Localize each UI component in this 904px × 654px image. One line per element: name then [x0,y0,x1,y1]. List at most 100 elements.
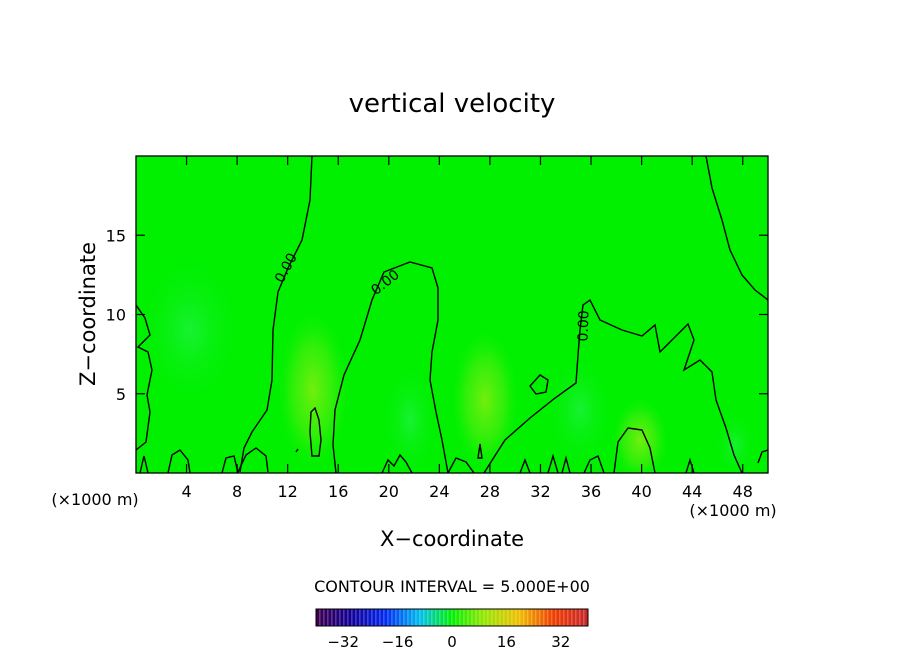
color-bar-swatch [507,608,513,627]
contour-line [519,458,531,473]
color-bar-swatch [519,608,525,627]
shading-patch [610,395,670,473]
color-bar-swatch [371,608,377,627]
color-bar-swatch [379,608,385,627]
shading-patch [380,360,440,473]
contour-line [136,304,153,451]
color-bar-ticks: −32 −16 0 16 32 [327,633,570,651]
color-bar-swatch [555,608,561,627]
contour-line [295,448,299,453]
color-bar-swatch [439,608,445,627]
color-bar-swatch [475,608,481,627]
color-bar-swatch [395,608,401,627]
chart-title: vertical velocity [349,89,556,119]
x-axis-unit-left: (×1000 m) [51,490,138,509]
color-bar-swatch [347,608,353,627]
color-bar-swatch [411,608,417,627]
contour-line [167,449,191,473]
color-bar-swatch [383,608,389,627]
color-bar-swatch [539,608,545,627]
color-bar-swatch [583,608,589,627]
color-bar-swatch [391,608,397,627]
color-bar-swatch [467,608,473,627]
x-tick-label: 36 [581,482,601,501]
color-bar-swatch [567,608,573,627]
color-bar-swatch [559,608,565,627]
color-bar-tick-label: 0 [447,633,457,651]
color-bar-swatch [343,608,349,627]
color-bar-swatch [459,608,465,627]
x-tick-label: 12 [278,482,298,501]
color-bar-swatch [535,608,541,627]
color-bar-swatch [563,608,569,627]
shading-patch [449,325,521,473]
color-bar-swatch [339,608,345,627]
contour-line [547,453,559,473]
contour-line [447,457,475,473]
color-bar-swatch [499,608,505,627]
contour-line [529,374,549,395]
x-tick-label: 20 [379,482,399,501]
color-bar-swatch [495,608,501,627]
color-bar-swatch [331,608,337,627]
color-bar-swatch [419,608,425,627]
shading-patch [275,305,351,473]
color-bar-swatch [447,608,453,627]
color-bar-swatch [427,608,433,627]
contour-line [221,455,239,473]
color-bar-swatch [547,608,553,627]
shading-patch [545,350,615,470]
color-bar-swatch [579,608,585,627]
color-bar-swatch [359,608,365,627]
color-bar-swatch [367,608,373,627]
color-bar-swatch [575,608,581,627]
color-bar-swatch [463,608,469,627]
x-tick-label: 48 [733,482,753,501]
color-bar-swatch [319,608,325,627]
zero-contours [136,156,768,473]
plot-area: 0.00 0.00 0.00 [136,156,768,473]
color-bar-swatch [407,608,413,627]
y-tick-label: 5 [116,385,126,404]
contour-line [477,443,483,459]
contour-line [613,427,656,473]
color-bar-swatch [515,608,521,627]
color-bar-swatch [355,608,361,627]
color-bar-swatch [403,608,409,627]
color-bar-swatch [351,608,357,627]
color-bar-swatch [335,608,341,627]
color-bar-swatch [375,608,381,627]
color-bar-swatch [531,608,537,627]
color-bar-swatch [443,608,449,627]
contour-label: 0.00 [575,310,592,342]
x-tick-label: 24 [429,482,449,501]
contour-line [705,156,768,301]
color-bar-swatch [399,608,405,627]
color-bar-swatch [315,608,321,627]
color-bar-tick-label: 16 [497,633,516,651]
contour-line [332,261,449,473]
y-axis-ticks: 5 10 15 [106,226,768,404]
x-tick-label: 28 [480,482,500,501]
shading-patch [136,250,245,410]
color-bar-swatch [327,608,333,627]
color-bar-frame [315,608,589,627]
color-bar-swatch [415,608,421,627]
color-bar-swatch [435,608,441,627]
x-tick-label: 44 [682,482,702,501]
color-bar-swatch [483,608,489,627]
contour-line [239,156,313,473]
x-tick-label: 4 [181,482,191,501]
x-tick-label: 8 [232,482,242,501]
y-axis-label: Z−coordinate [76,242,100,386]
color-bar-swatch [323,608,329,627]
color-bar [315,608,589,627]
color-bar-tick-label: −16 [382,633,414,651]
y-tick-label: 10 [106,306,126,325]
color-bar-swatch [455,608,461,627]
x-axis-unit-right: (×1000 m) [689,501,776,520]
color-bar-swatch [363,608,369,627]
color-bar-swatch [387,608,393,627]
contour-line [483,298,743,473]
color-bar-swatch [503,608,509,627]
